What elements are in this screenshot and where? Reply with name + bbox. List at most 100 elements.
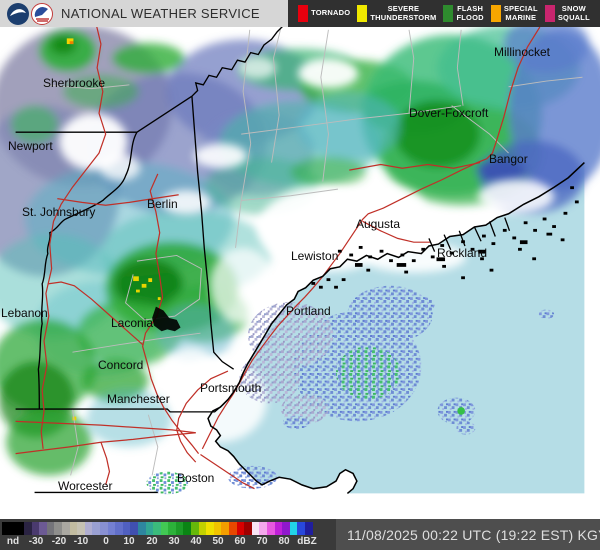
bottom-bar: nd -30 -20 -10 0 10 20 30 40 50 60 70 80 dBZ 11/08/20… bbox=[0, 519, 600, 550]
colorbar-tick: nd bbox=[6, 536, 20, 547]
colorbar-segment bbox=[39, 522, 47, 535]
city-label: Lewiston bbox=[291, 249, 339, 263]
nws-logo-icon bbox=[31, 2, 53, 25]
colorbar-tick: 50 bbox=[212, 536, 224, 547]
colorbar-segment bbox=[259, 522, 267, 535]
colorbar-segment bbox=[251, 522, 260, 535]
colorbar-tick: -10 bbox=[73, 536, 89, 547]
city-label: Worcester bbox=[58, 479, 113, 493]
coastline bbox=[152, 162, 585, 494]
colorbar-tick: 60 bbox=[234, 536, 246, 547]
colorbar-segment bbox=[206, 522, 214, 535]
colorbar-segment bbox=[267, 522, 275, 535]
warning-swatch bbox=[544, 5, 555, 22]
colorbar-segment bbox=[99, 522, 108, 535]
warning-label: SEVERE THUNDERSTORM bbox=[370, 4, 437, 22]
colorbar-segment bbox=[221, 522, 230, 535]
colorbar-ticks: nd -30 -20 -10 0 10 20 30 40 50 60 70 80 dBZ bbox=[2, 536, 336, 549]
city-label: Newport bbox=[8, 139, 53, 153]
colorbar-tick: 10 bbox=[123, 536, 135, 547]
colorbar-segment bbox=[168, 522, 176, 535]
warning-legend-item: SPECIAL MARINE bbox=[490, 4, 538, 22]
colorbar-tick: 70 bbox=[256, 536, 268, 547]
colorbar-segment bbox=[24, 522, 32, 535]
colorbar-segment bbox=[213, 522, 222, 535]
warning-swatch bbox=[443, 5, 454, 22]
colorbar-segment bbox=[160, 522, 169, 535]
colorbar-segment bbox=[92, 522, 100, 535]
city-label: Millinocket bbox=[494, 45, 551, 59]
radar-map: Sherbrooke Newport St. Johnsbury Berlin Leba… bbox=[0, 27, 600, 519]
city-label: Concord bbox=[98, 358, 144, 372]
lake-winnipesaukee bbox=[152, 306, 181, 332]
colorbar-tick: -20 bbox=[51, 536, 67, 547]
noaa-logo-icon bbox=[7, 2, 29, 25]
colorbar-segment bbox=[46, 522, 55, 535]
warning-label: TORNADO bbox=[311, 8, 351, 18]
city-label: Manchester bbox=[107, 392, 170, 406]
colorbar-segment bbox=[304, 522, 313, 535]
city-label: Portsmouth bbox=[200, 381, 262, 395]
colorbar-tick: 20 bbox=[146, 536, 158, 547]
colorbar-segment bbox=[69, 522, 78, 535]
colorbar-segment bbox=[122, 522, 131, 535]
warning-legend-item: SNOW SQUALL bbox=[544, 4, 590, 22]
colorbar-segment bbox=[229, 522, 237, 535]
colorbar-segment bbox=[2, 522, 24, 535]
colorbar-tick: -30 bbox=[28, 536, 44, 547]
colorbar-segment bbox=[191, 522, 199, 535]
colorbar-tick: dBZ bbox=[297, 536, 317, 547]
timestamp-panel: 11/08/2025 00:22 UTC (19:22 EST) KGYX bbox=[336, 519, 600, 550]
colorbar-segment bbox=[274, 522, 283, 535]
colorbar-segment bbox=[77, 522, 85, 535]
warning-legend-item: FLASH FLOOD bbox=[443, 4, 484, 22]
city-label: Dover-Foxcroft bbox=[409, 106, 489, 120]
warning-legend-item: SEVERE THUNDERSTORM bbox=[357, 5, 436, 22]
timestamp-text: 11/08/2025 00:22 UTC (19:22 EST) KGYX bbox=[347, 526, 600, 543]
warning-label: SPECIAL MARINE bbox=[503, 4, 538, 22]
agency-title: NATIONAL WEATHER SERVICE bbox=[61, 6, 260, 21]
colorbar-segment bbox=[84, 522, 93, 535]
colorbar-segment bbox=[145, 522, 154, 535]
brand-area: NATIONAL WEATHER SERVICE bbox=[0, 0, 288, 27]
city-label: Boston bbox=[177, 471, 215, 485]
colorbar-tick: 40 bbox=[190, 536, 202, 547]
colorbar-tick: 0 bbox=[103, 536, 109, 547]
radar-graphics bbox=[0, 27, 600, 495]
colorbar-segment bbox=[31, 522, 40, 535]
colorbar-segment bbox=[282, 522, 290, 535]
colorbar-segment bbox=[130, 522, 138, 535]
colorbar-segment bbox=[289, 522, 298, 535]
colorbar-segment bbox=[297, 522, 305, 535]
city-label: Lebanon bbox=[1, 306, 48, 320]
city-label: Laconia bbox=[111, 316, 154, 330]
warning-label: SNOW SQUALL bbox=[557, 4, 590, 22]
warning-legend-item: TORNADO bbox=[298, 5, 350, 22]
county-lines bbox=[44, 27, 583, 476]
colorbar-tick: 30 bbox=[168, 536, 180, 547]
colorbar-segment bbox=[175, 522, 184, 535]
colorbar-segment bbox=[137, 522, 146, 535]
colorbar-segment bbox=[183, 522, 192, 535]
header-bar: NATIONAL WEATHER SERVICE TORNADO SEVERE T… bbox=[0, 0, 600, 27]
colorbar-tick: 80 bbox=[278, 536, 290, 547]
city-label: Berlin bbox=[147, 197, 178, 211]
colorbar-segment bbox=[198, 522, 207, 535]
city-label: Portland bbox=[286, 304, 331, 318]
colorbar-segment bbox=[61, 522, 70, 535]
offshore-echoes bbox=[146, 285, 555, 495]
warning-swatch bbox=[490, 5, 501, 22]
warning-label: FLASH FLOOD bbox=[456, 4, 484, 22]
colorbar-segment bbox=[115, 522, 123, 535]
reflectivity-colorbar bbox=[2, 522, 313, 535]
city-label: Augusta bbox=[356, 217, 401, 231]
warning-legend: TORNADO SEVERE THUNDERSTORM FLASH FLOOD SPE… bbox=[288, 0, 600, 27]
city-label: Sherbrooke bbox=[43, 76, 106, 90]
colorbar-segment bbox=[54, 522, 62, 535]
city-label: Rockland bbox=[437, 246, 488, 260]
colorbar-segment bbox=[107, 522, 116, 535]
colorbar-segment bbox=[236, 522, 245, 535]
warning-swatch bbox=[298, 5, 309, 22]
city-label: St. Johnsbury bbox=[22, 205, 96, 219]
